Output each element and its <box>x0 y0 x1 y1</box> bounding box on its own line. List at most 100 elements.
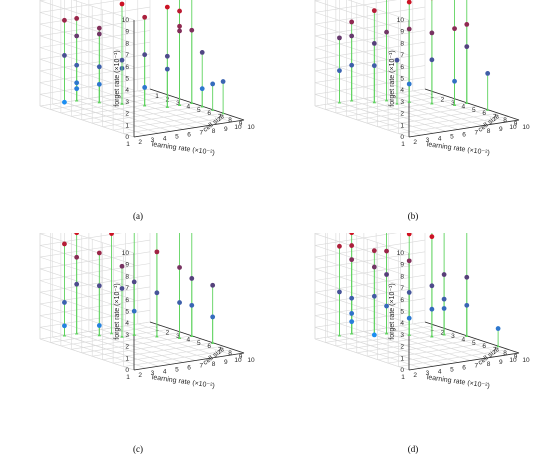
x-tick-label: 4 <box>163 368 167 375</box>
wall-grid-line <box>314 35 410 68</box>
wall-grid-line <box>314 263 426 281</box>
x-tick-label: 6 <box>462 365 466 372</box>
x-axis-label: learning rate (×10⁻²) <box>426 141 490 157</box>
x-tick-label: 8 <box>487 128 491 135</box>
stem-base-marker <box>496 344 500 348</box>
y-tick-label: 4 <box>400 87 404 94</box>
z-tick-label: 9 <box>514 121 518 128</box>
floor-grid-line <box>376 329 471 361</box>
x-tick-label: 10 <box>234 357 242 364</box>
data-point <box>406 0 412 5</box>
floor-grid-line <box>335 95 446 114</box>
floor-grid-line <box>377 342 488 360</box>
data-point <box>349 295 355 301</box>
floor-grid-line <box>113 112 224 131</box>
data-point <box>429 234 435 240</box>
data-point <box>337 68 342 74</box>
x-tick-label: 3 <box>426 137 430 144</box>
floor-grid-line <box>412 323 507 356</box>
data-point <box>464 302 470 308</box>
data-point <box>337 35 342 41</box>
data-point <box>119 1 125 7</box>
wall-grid-line <box>39 291 135 324</box>
floor-grid-line <box>388 94 483 126</box>
stem-base-marker <box>350 98 354 102</box>
x-tick-label: 7 <box>475 363 479 370</box>
floor-grid-line <box>398 116 509 134</box>
data-point <box>371 332 377 338</box>
floor-grid-line <box>367 105 478 124</box>
wall-grid-line <box>39 303 135 336</box>
data-point <box>164 66 170 72</box>
data-point <box>384 272 389 277</box>
stem-base-marker <box>132 333 136 336</box>
data-point <box>429 306 435 312</box>
floor-grid-line <box>400 92 495 125</box>
data-point <box>96 250 102 256</box>
x-tick-label: 7 <box>475 130 479 137</box>
grid <box>314 0 520 138</box>
wall-grid-line <box>39 327 135 359</box>
y-tick-label: 2 <box>125 111 129 118</box>
floor-grid-line <box>388 345 499 364</box>
y-tick-label: 10 <box>122 17 130 24</box>
chart-panel-a: 0123456789101234567891012345678910forget… <box>39 0 255 221</box>
y-tick-label: 6 <box>125 64 129 71</box>
wall-grid-line <box>314 65 426 83</box>
data-point <box>337 243 342 249</box>
floor-grid-line <box>327 103 422 136</box>
wall-grid-line <box>314 245 410 277</box>
grid <box>314 233 520 371</box>
floor-grid-line <box>346 99 457 117</box>
z-tick-label: 4 <box>187 336 191 343</box>
z-tick-label: 7 <box>218 114 222 121</box>
data-series <box>337 0 491 111</box>
x-tick-label: 2 <box>413 372 417 379</box>
data-point <box>131 279 137 285</box>
z-axis-line <box>424 321 520 354</box>
wall-grid-line <box>39 310 151 328</box>
floor-grid-line <box>101 96 196 128</box>
data-point <box>441 272 447 277</box>
z-tick-label: 4 <box>462 336 466 343</box>
stem-base-marker <box>97 100 101 104</box>
z-tick-label: 5 <box>472 340 476 347</box>
y-tick-label: 10 <box>397 250 405 257</box>
y-tick-label: 9 <box>400 29 404 36</box>
x-tick-label: 6 <box>187 365 191 372</box>
grid <box>39 233 245 371</box>
data-point <box>142 14 148 20</box>
wall-grid-line <box>39 53 151 72</box>
y-tick-label: 8 <box>125 273 129 280</box>
wall-grid-line <box>39 0 135 32</box>
wall-grid-line <box>39 70 135 103</box>
stem-base-marker <box>211 108 215 111</box>
floor-grid-line <box>81 102 192 121</box>
z-tick-label: 1 <box>155 93 159 100</box>
data-point <box>485 70 491 76</box>
x-tick-label: 2 <box>413 139 417 146</box>
floor-grid-line <box>356 335 467 354</box>
stem-base-marker <box>62 333 67 337</box>
y-tick-label: 6 <box>125 297 129 304</box>
z-tick-label: 6 <box>482 343 486 350</box>
data-point <box>96 323 102 328</box>
wall-grid-line <box>39 251 151 270</box>
data-point <box>384 248 389 254</box>
wall-grid-line <box>314 298 426 316</box>
z-tick-label: 9 <box>239 121 243 128</box>
data-point <box>164 4 170 10</box>
data-point <box>164 53 170 59</box>
z-tick-label: 2 <box>166 329 170 336</box>
data-point <box>429 283 435 289</box>
floor-grid-line <box>377 109 488 127</box>
y-tick-label: 1 <box>400 355 404 362</box>
stem-base-marker <box>337 333 342 337</box>
wall-grid-line <box>314 338 410 371</box>
z-tick-label: 4 <box>462 103 466 110</box>
y-tick-label: 10 <box>122 250 130 257</box>
data-point <box>189 27 195 33</box>
y-tick-label: 7 <box>125 285 129 292</box>
z-tick-label: 3 <box>451 333 455 340</box>
wall-grid-line <box>39 88 151 107</box>
